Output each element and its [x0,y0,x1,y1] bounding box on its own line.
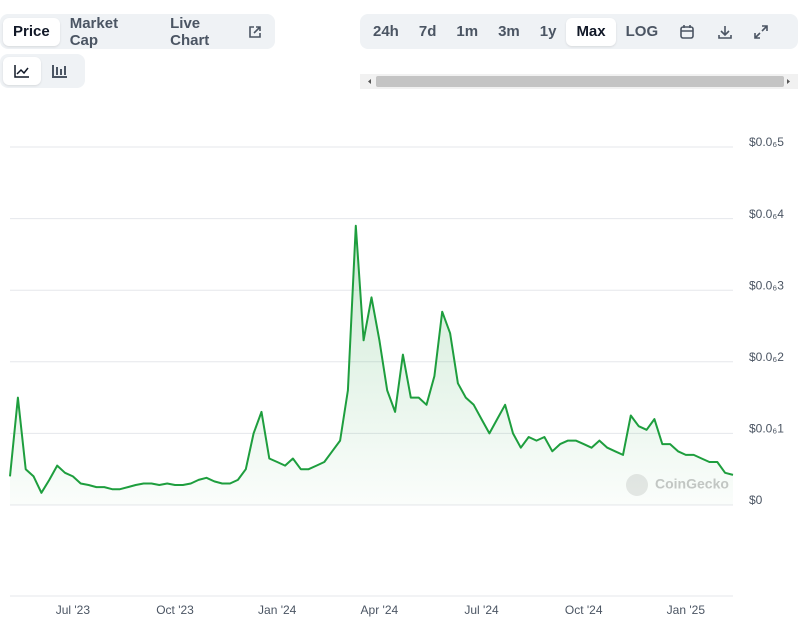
external-icon [249,25,261,38]
scroll-arrows [368,79,790,84]
fullscreen-button[interactable] [744,18,778,46]
chart-style-group [0,54,85,88]
tab-label: Live Chart [170,14,210,49]
y-tick-label: $0.0₆2 [749,350,784,364]
range-button[interactable]: 3m [498,23,520,40]
tab[interactable]: Live Chart [160,14,272,49]
range-button[interactable]: 1m [456,23,479,40]
y-tick-label: $0.0₆3 [749,278,784,292]
candle-style-button[interactable] [41,57,79,85]
tab-group: Price Market Cap Live Chart [0,14,275,49]
expand-icon [754,24,768,39]
y-tick-label: $0.0₆4 [749,207,784,221]
watermark: CoinGecko [655,476,729,492]
price-line [9,224,734,494]
download-button[interactable] [706,18,744,46]
scroll-thumb[interactable] [376,76,784,87]
x-tick-label: Jan '24 [258,603,297,617]
candle-icon [52,65,67,78]
y-tick-label: $0 [749,493,763,507]
download-icon [718,25,732,39]
x-tick-label: Oct '24 [565,603,603,617]
x-tick-label: Jan '25 [667,603,706,617]
range-button[interactable]: 7d [418,23,437,40]
area [10,225,733,506]
x-tick-label: Jul '24 [464,603,499,617]
y-tick-label: $0.0₆1 [749,422,784,436]
y-tick-label: $0.0₆5 [749,135,784,149]
x-tick-label: Jul '23 [56,603,91,617]
range-button[interactable]: Max [566,17,616,46]
x-tick-label: Oct '23 [156,603,194,617]
line-style-button[interactable] [3,57,41,85]
x-tick-label: Apr '24 [361,603,399,617]
range-group: 24h 7d 1m 3m 1y Max LOG [360,14,798,49]
range-button[interactable]: 1y [539,23,557,40]
line-icon [14,65,29,78]
scrollbar[interactable] [360,74,798,89]
log-button[interactable]: LOG [625,23,659,40]
tab[interactable]: Market Cap [69,14,119,49]
calendar-button[interactable] [668,18,706,46]
tab[interactable]: Price [3,17,60,46]
range-button[interactable]: 24h [373,23,399,40]
calendar-icon [680,24,694,39]
watermark-logo [626,474,648,496]
